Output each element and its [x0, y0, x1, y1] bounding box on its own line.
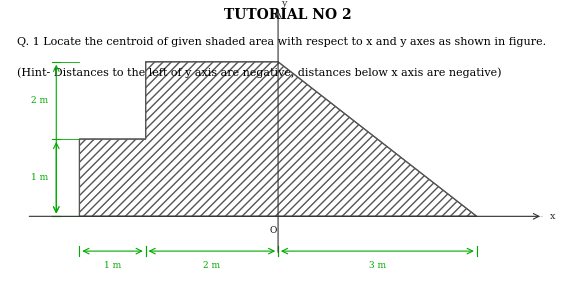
- Text: 2 m: 2 m: [31, 96, 48, 105]
- Text: 2 m: 2 m: [203, 261, 221, 270]
- Text: x: x: [550, 212, 555, 221]
- Text: y: y: [282, 0, 287, 8]
- Polygon shape: [79, 62, 477, 216]
- Text: 3 m: 3 m: [369, 261, 386, 270]
- Text: Q. 1 Locate the centroid of given shaded area with respect to x and y axes as sh: Q. 1 Locate the centroid of given shaded…: [17, 37, 547, 47]
- Text: TUTORIAL NO 2: TUTORIAL NO 2: [224, 8, 352, 23]
- Text: (Hint- Distances to the left of y axis are negative, distances below x axis are : (Hint- Distances to the left of y axis a…: [17, 68, 502, 78]
- Text: O: O: [269, 226, 276, 235]
- Text: 1 m: 1 m: [104, 261, 121, 270]
- Text: 1 m: 1 m: [31, 173, 48, 182]
